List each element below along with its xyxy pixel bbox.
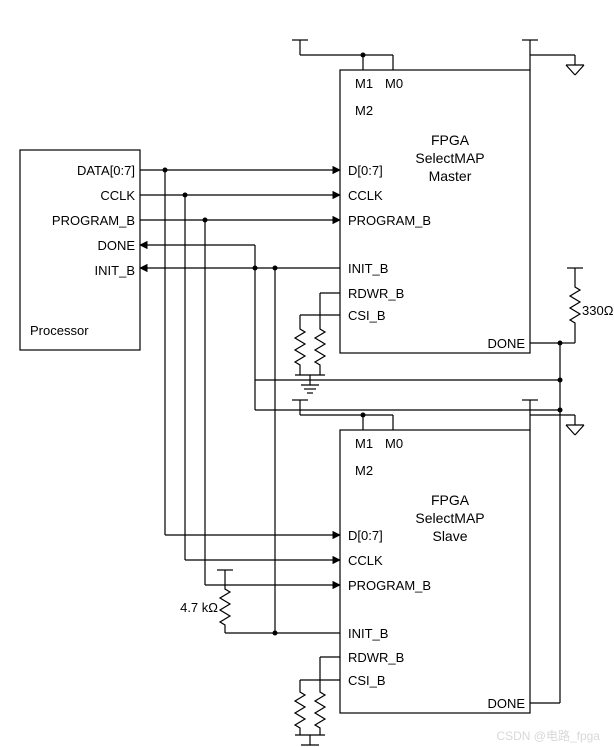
- slave-t1: FPGA: [431, 492, 470, 508]
- master-rdwrb: RDWR_B: [348, 286, 404, 301]
- slave-progb: PROGRAM_B: [348, 578, 431, 593]
- proc-pin-cclk: CCLK: [100, 188, 135, 203]
- slave-initb: INIT_B: [348, 626, 388, 641]
- master-m2: M2: [355, 103, 373, 118]
- proc-pin-progb: PROGRAM_B: [52, 213, 135, 228]
- master-done: DONE: [487, 336, 525, 351]
- slave-done: DONE: [487, 696, 525, 711]
- master-t2: SelectMAP: [415, 150, 484, 166]
- slave-rdwrb: RDWR_B: [348, 650, 404, 665]
- slave-m2: M2: [355, 463, 373, 478]
- slave-cclk: CCLK: [348, 553, 383, 568]
- proc-pin-done: DONE: [97, 238, 135, 253]
- watermark: CSDN @电路_fpga: [496, 728, 600, 743]
- master-csib: CSI_B: [348, 308, 386, 323]
- slave-m1: M1: [355, 436, 373, 451]
- r330-label: 330Ω: [582, 303, 614, 318]
- slave-csib: CSI_B: [348, 673, 386, 688]
- processor-title: Processor: [30, 323, 89, 338]
- slave-t2: SelectMAP: [415, 510, 484, 526]
- slave-t3: Slave: [432, 528, 467, 544]
- proc-pin-data: DATA[0:7]: [77, 163, 135, 178]
- proc-pin-initb: INIT_B: [95, 263, 135, 278]
- slave-d: D[0:7]: [348, 528, 383, 543]
- master-progb: PROGRAM_B: [348, 213, 431, 228]
- r47k-label: 4.7 kΩ: [180, 600, 218, 615]
- master-m0: M0: [385, 76, 403, 91]
- master-cclk: CCLK: [348, 188, 383, 203]
- master-initb: INIT_B: [348, 261, 388, 276]
- master-m1: M1: [355, 76, 373, 91]
- master-d: D[0:7]: [348, 163, 383, 178]
- slave-m0: M0: [385, 436, 403, 451]
- master-t1: FPGA: [431, 132, 470, 148]
- master-t3: Master: [429, 168, 472, 184]
